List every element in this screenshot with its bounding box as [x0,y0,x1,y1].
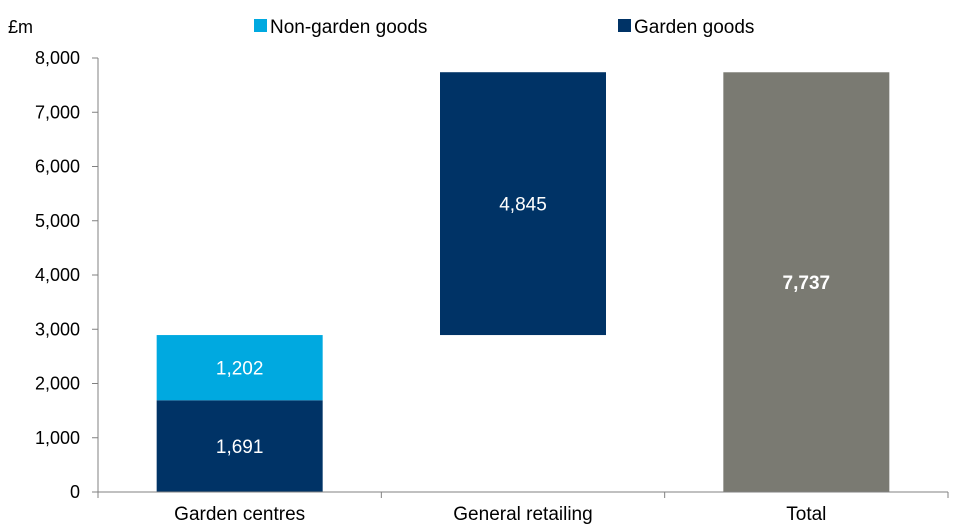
y-axis-unit-label: £m [8,17,33,37]
legend-item: Non-garden goods [254,17,427,38]
legend-swatch [618,19,631,32]
y-tick-label: 2,000 [35,374,80,394]
y-tick-label: 8,000 [35,48,80,68]
legend-label: Garden goods [634,17,754,38]
data-label: 4,845 [499,195,547,216]
bars: 1,691 1,202 4,845 7,737 [156,72,890,492]
axes [97,58,949,498]
y-axis: 0 1,000 2,000 3,000 4,000 5,000 6,000 7,000 8,00… [35,48,98,502]
bar-segment [156,335,323,401]
legend: Non-garden goods Garden goods [254,17,754,38]
legend-label: Non-garden goods [270,17,427,38]
legend-swatch [254,19,267,32]
data-label: 1,202 [216,359,264,380]
bar-segment [723,72,890,492]
data-label: 1,691 [216,437,264,458]
x-axis: Garden centres General retailing Total [174,504,826,525]
y-tick-label: 7,000 [35,102,80,122]
y-tick-label: 0 [70,482,80,502]
y-tick-label: 6,000 [35,157,80,177]
data-label: 7,737 [783,273,831,294]
legend-item: Garden goods [618,17,754,38]
y-tick-label: 3,000 [35,319,80,339]
y-tick-label: 1,000 [35,428,80,448]
x-tick-label: Garden centres [174,504,305,525]
x-tick-label: General retailing [453,504,592,525]
y-tick-label: 4,000 [35,265,80,285]
x-tick-label: Total [786,504,826,525]
y-tick-label: 5,000 [35,211,80,231]
bar-segment [440,72,606,336]
bar-segment [156,400,323,492]
